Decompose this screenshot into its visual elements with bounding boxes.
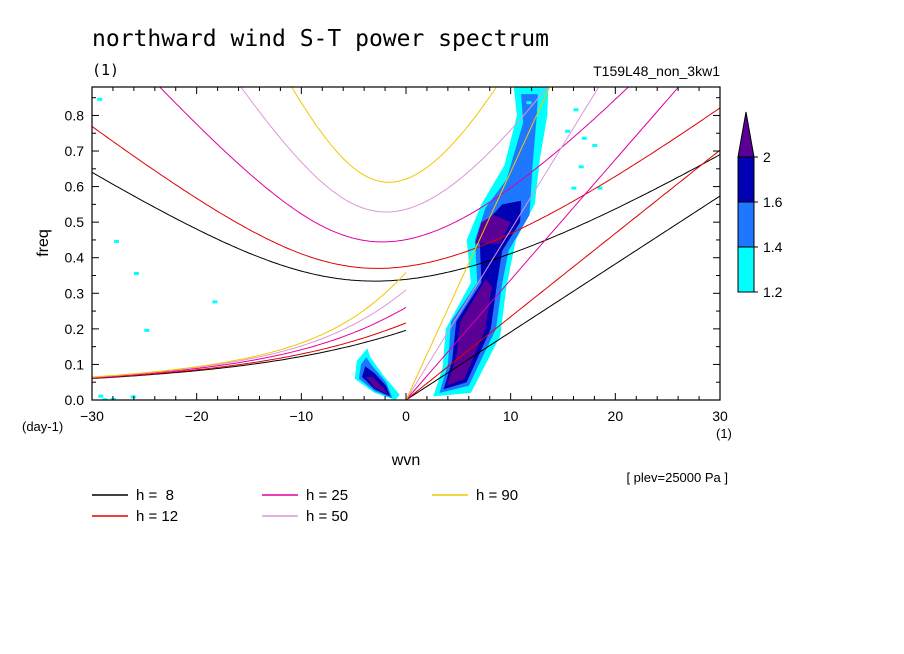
contour-speckle [592, 143, 598, 147]
y-tick-label: 0.4 [65, 250, 85, 266]
contour-speckle [597, 186, 603, 190]
x-tick-label: 0 [402, 408, 410, 424]
y-axis-label: freq [35, 229, 52, 257]
x-unit-label: (1) [716, 426, 732, 441]
kelvin-curve [405, 87, 551, 400]
plev-annotation: [ plev=25000 Pa ] [626, 470, 728, 485]
legend: h = 8 h = 12 h = 25 h = 50 h = 90 [92, 487, 518, 525]
x-axis-label: wvn [391, 452, 420, 469]
x-tick-label: −20 [185, 408, 209, 424]
colorbar: 2 1.6 1.4 1.2 [737, 111, 783, 300]
colorbar-label: 1.2 [763, 284, 783, 300]
legend-label: h = 12 [136, 508, 178, 525]
colorbar-swatch [737, 201, 755, 248]
kelvin-curve [405, 87, 600, 400]
contour-speckle [98, 394, 104, 398]
y-tick-label: 0.5 [65, 214, 85, 230]
contour-speckle [144, 328, 150, 332]
ig-curve [92, 107, 720, 269]
x-tick-label: 30 [712, 408, 728, 424]
mrg-curve [92, 272, 407, 378]
contour-speckle [581, 136, 587, 140]
mrg-curve [92, 306, 407, 379]
kelvin-curve [405, 195, 720, 400]
contour-speckle [130, 395, 136, 399]
chart-title: northward wind S-T power spectrum [92, 26, 549, 52]
power-contours [97, 87, 603, 400]
x-tick-label: 10 [503, 408, 519, 424]
dispersion-curves [92, 87, 720, 400]
contour-speckle [114, 239, 119, 243]
contour-speckle [573, 108, 579, 112]
subtitle-left: (1) [92, 61, 119, 79]
colorbar-swatch [737, 246, 755, 293]
contour-region [475, 215, 511, 244]
y-tick-label: 0.1 [65, 356, 85, 372]
mrg-curve [92, 322, 407, 379]
contour-speckle [565, 129, 571, 133]
x-tick-label: −10 [289, 408, 313, 424]
ig-curve [291, 87, 498, 183]
colorbar-label: 1.4 [763, 239, 783, 255]
contour-speckle [578, 165, 584, 169]
y-tick-label: 0.6 [65, 179, 85, 195]
y-tick-label: 0.2 [65, 321, 85, 337]
y-tick-label: 0.3 [65, 285, 85, 301]
y-tick-label: 0.8 [65, 107, 85, 123]
colorbar-swatch [737, 156, 755, 203]
legend-label: h = 8 [136, 487, 174, 504]
y-tick-label: 0.0 [65, 392, 85, 408]
y-tick-label: 0.7 [65, 143, 85, 159]
ig-curve [92, 154, 720, 282]
colorbar-label: 2 [763, 149, 771, 165]
colorbar-extend [737, 111, 755, 158]
ig-curve [159, 87, 630, 243]
x-tick-label: 20 [608, 408, 624, 424]
contour-speckle [571, 186, 577, 190]
contour-speckle [102, 398, 108, 400]
x-tick-label: −30 [80, 408, 104, 424]
y-unit-label: (day-1) [22, 419, 63, 434]
legend-label: h = 90 [476, 487, 518, 504]
contour-speckle [133, 272, 139, 275]
contour-region [366, 376, 389, 395]
contour-speckle [212, 300, 218, 304]
colorbar-label: 1.6 [763, 194, 783, 210]
contour-speckle [526, 101, 532, 105]
subtitle-right: T159L48_non_3kw1 [593, 63, 720, 79]
legend-label: h = 25 [306, 487, 348, 504]
axis-ticks: −30 −20 −10 0 10 20 30 0.0 0.1 0.2 0.3 0.4 0.5 0.6 0.7… [65, 87, 728, 424]
legend-label: h = 50 [306, 508, 348, 525]
kelvin-curve [405, 149, 720, 400]
plot-area [92, 87, 720, 400]
contour-speckle [97, 97, 103, 101]
plot-frame [91, 86, 721, 401]
kelvin-curve [405, 87, 680, 400]
ig-curve [240, 87, 548, 213]
